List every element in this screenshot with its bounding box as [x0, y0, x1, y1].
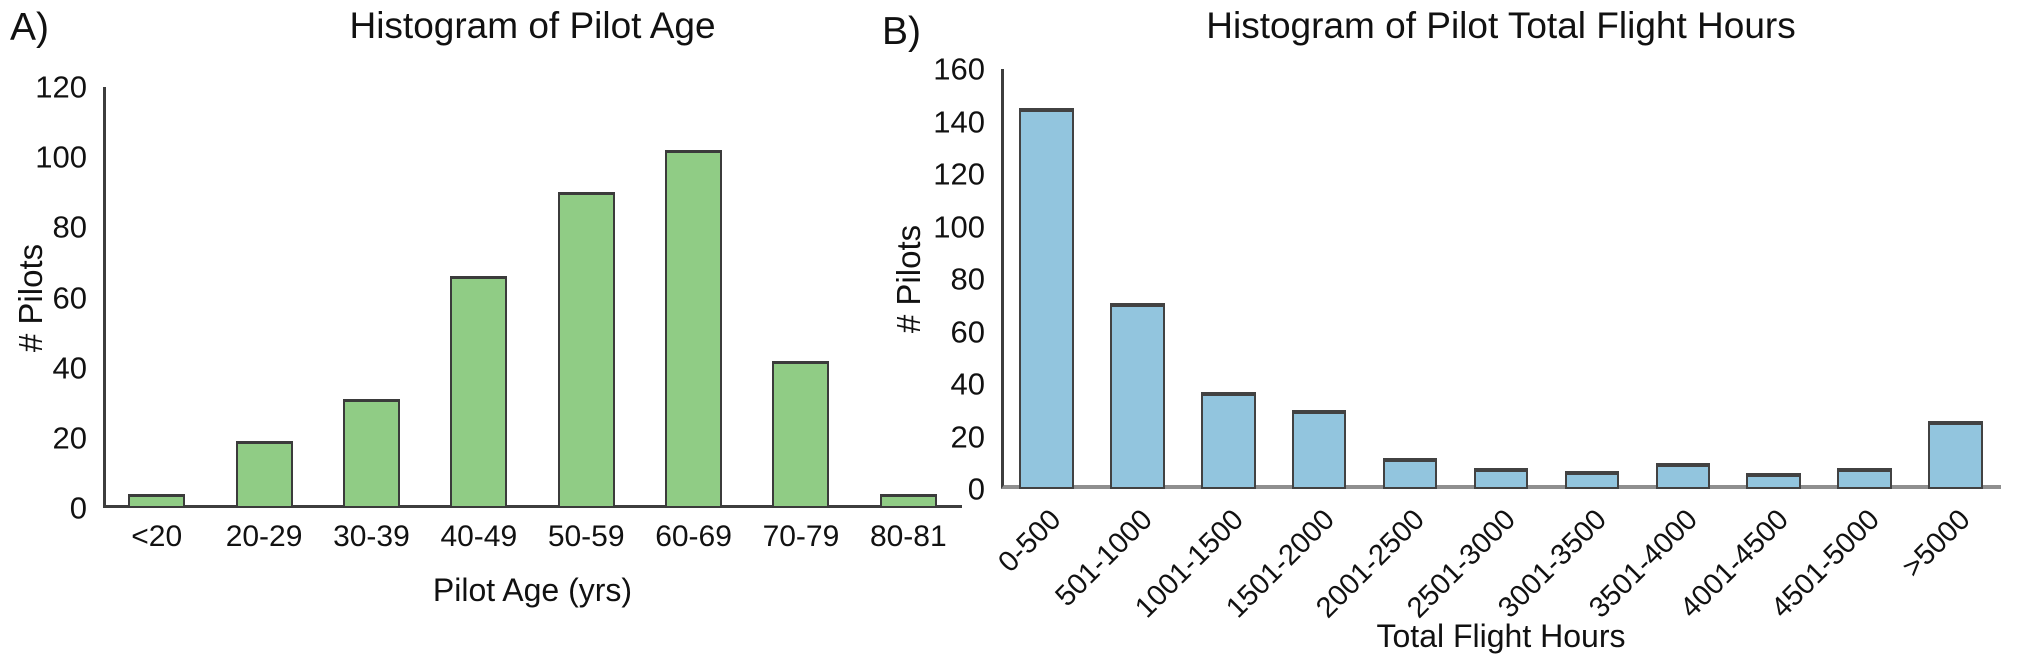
y-tick-label-40: 40: [950, 366, 985, 402]
panel-b-x-axis-title: Total Flight Hours: [1376, 618, 1626, 654]
bar-4501-5000: [1837, 468, 1892, 489]
panel-a-axes: [103, 87, 962, 508]
x-tick-label-60-69: 60-69: [655, 520, 732, 553]
panel-b-y-axis-label-text: # Pilots: [890, 224, 927, 334]
y-tick-label-100: 100: [35, 139, 87, 175]
x-tick-label-50-59: 50-59: [547, 520, 625, 553]
y-tick-label-20: 20: [52, 420, 87, 456]
bar-501-1000: [1110, 302, 1165, 489]
y-tick-label-140: 140: [933, 104, 985, 139]
bar-1001-1500: [1201, 391, 1256, 489]
bar-80-81: [879, 493, 937, 508]
bar-20-29: [235, 441, 293, 508]
y-tick-label-20: 20: [950, 419, 985, 454]
bar-50-59: [557, 192, 615, 508]
panel-a-y-axis-label-text: # Pilots: [12, 243, 49, 352]
bar-60-69: [665, 150, 722, 508]
panel-a-label: A): [10, 6, 49, 49]
bar-1501-2000: [1291, 410, 1347, 489]
y-tick-label-160: 160: [933, 51, 985, 87]
bar-40-49: [450, 276, 508, 508]
panel-b-y-axis-label: # Pilots: [878, 69, 940, 489]
bar-3501-4000: [1655, 462, 1711, 489]
panel-a-title: Histogram of Pilot Age: [349, 5, 716, 46]
bar-70-79: [772, 360, 830, 508]
bar-30-39: [342, 399, 400, 508]
x-tick-label->5000: >5000: [1896, 503, 1977, 584]
bar-2001-2500: [1382, 457, 1438, 489]
x-tick-label-30-39: 30-39: [333, 520, 410, 553]
x-tick-label-0-500: 0-500: [992, 503, 1068, 579]
bar-0-500: [1019, 108, 1074, 489]
x-tick-label-20-29: 20-29: [225, 520, 303, 553]
y-tick-label-40: 40: [52, 350, 87, 386]
x-tick-label-40-49: 40-49: [440, 520, 518, 553]
y-tick-label-100: 100: [933, 209, 985, 244]
bar-3001-3500: [1564, 470, 1620, 489]
y-tick-label-60: 60: [950, 314, 985, 349]
panel-b-label: B): [882, 10, 921, 53]
y-tick-label-120: 120: [933, 156, 985, 192]
y-tick-label-60: 60: [52, 280, 87, 315]
y-tick-label-80: 80: [950, 261, 985, 297]
x-tick-label-<20: <20: [131, 520, 183, 553]
y-tick-label-0: 0: [967, 471, 985, 507]
bar-4001-4500: [1746, 473, 1801, 489]
y-tick-label-80: 80: [52, 209, 87, 245]
panel-a-x-axis-title: Pilot Age (yrs): [432, 572, 633, 608]
x-tick-label-70-79: 70-79: [762, 520, 840, 553]
y-tick-label-0: 0: [69, 490, 87, 526]
y-tick-label-120: 120: [35, 69, 87, 105]
bar->5000: [1928, 420, 1983, 489]
panel-b-plot-area: 0 20 40 60 80 100 120 140 160 0-500 501-1000 1001-1…: [933, 54, 2001, 624]
bar-2501-3000: [1473, 468, 1529, 489]
panel-b-title: Histogram of Pilot Total Flight Hours: [1206, 5, 1796, 46]
x-tick-label-80-81: 80-81: [869, 520, 947, 553]
bar-<20: [128, 493, 186, 508]
panel-a-plot-area: 0 20 40 60 80 100 120 <20 20-29 30-39 40-49 50-59 60…: [35, 72, 962, 552]
